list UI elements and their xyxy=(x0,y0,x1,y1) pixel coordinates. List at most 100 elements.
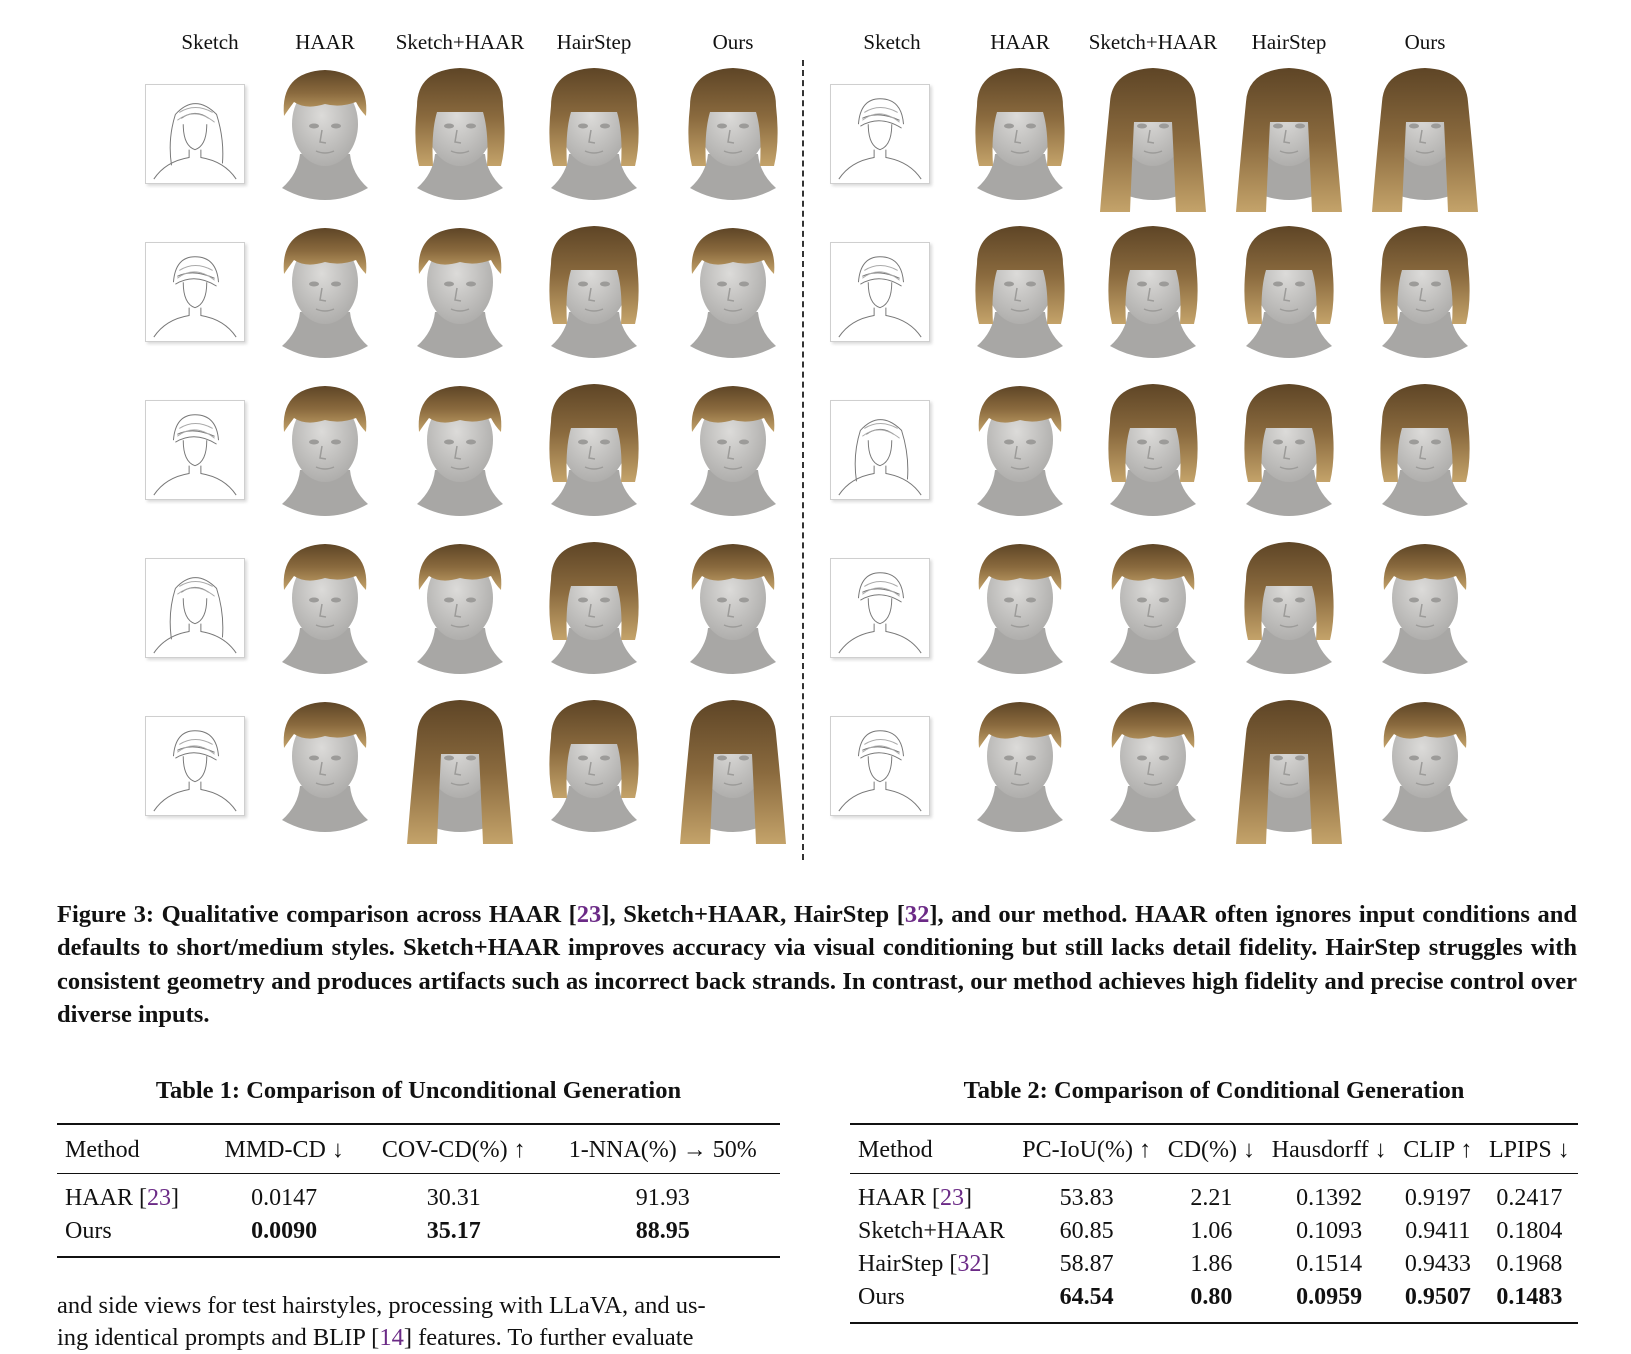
hair-render xyxy=(1224,220,1354,370)
hair-render xyxy=(1088,378,1218,528)
hair-render xyxy=(1224,378,1354,528)
hair-render xyxy=(1088,694,1218,844)
body-line-1: and side views for test hairstyles, proc… xyxy=(57,1292,706,1319)
table1-caption: Table 1: Comparison of Unconditional Gen… xyxy=(155,1077,682,1104)
hair-render xyxy=(1088,220,1218,370)
caption-text: ], Sketch+HAAR, HairStep [ xyxy=(601,901,905,928)
value-cell: 0.1093 xyxy=(1296,1218,1363,1244)
column-header-right-3: HairStep xyxy=(1251,30,1327,54)
value-cell: 0.0090 xyxy=(251,1218,318,1244)
hair-render xyxy=(1224,62,1354,212)
value-cell: 0.9197 xyxy=(1404,1185,1471,1211)
table-row: Ours 0.0090 35.17 88.95 xyxy=(57,1215,780,1257)
hair-render xyxy=(955,536,1085,686)
value-cell: 58.87 xyxy=(1059,1251,1114,1277)
hair-render xyxy=(955,220,1085,370)
value-cell: 30.31 xyxy=(426,1185,481,1211)
sketch-thumbnail xyxy=(830,242,930,342)
sketch-thumbnail xyxy=(145,400,245,500)
table-header: 1-NNA(%) → 50% xyxy=(568,1136,757,1163)
column-header-left-1: HAAR xyxy=(295,30,355,54)
table-header: PC-IoU(%) ↑ xyxy=(1022,1136,1151,1163)
value-cell: 88.95 xyxy=(635,1218,690,1244)
hair-render xyxy=(529,536,659,686)
value-cell: 1.86 xyxy=(1190,1251,1233,1277)
hair-render xyxy=(395,220,525,370)
table-row: HAAR [23] 0.0147 30.31 91.93 xyxy=(57,1174,780,1216)
caption-text: Qualitative comparison across HAAR [ xyxy=(153,901,577,928)
dashed-divider xyxy=(802,60,804,860)
value-cell: 0.1514 xyxy=(1296,1251,1363,1277)
column-header-left-3: HairStep xyxy=(556,30,632,54)
column-header-left-2: Sketch+HAAR xyxy=(395,30,525,54)
sketch-thumbnail xyxy=(145,84,245,184)
table-header: LPIPS ↓ xyxy=(1488,1136,1570,1163)
method-cell: Ours xyxy=(65,1218,112,1244)
value-cell: 60.85 xyxy=(1059,1218,1114,1244)
value-cell: 2.21 xyxy=(1190,1185,1233,1211)
value-cell: 64.54 xyxy=(1059,1284,1114,1310)
method-cell: HAAR [23] xyxy=(65,1185,179,1211)
citation-link[interactable]: 23 xyxy=(576,901,602,928)
hair-render xyxy=(395,62,525,212)
value-cell: 0.0147 xyxy=(251,1185,318,1211)
value-cell: 0.1804 xyxy=(1496,1218,1563,1244)
table-header: COV-CD(%) ↑ xyxy=(381,1136,526,1163)
hair-render xyxy=(668,62,798,212)
table-row: HAAR [23] 53.83 2.21 0.1392 0.9197 0.2417 xyxy=(850,1174,1578,1216)
citation-link[interactable]: 32 xyxy=(904,901,930,928)
sketch-thumbnail xyxy=(830,716,930,816)
value-cell: 0.9507 xyxy=(1404,1284,1471,1310)
citation-link[interactable]: 14 xyxy=(379,1324,404,1351)
method-cell: HAAR [23] xyxy=(858,1185,972,1211)
value-cell: 35.17 xyxy=(426,1218,481,1244)
figure-caption: Figure 3: Qualitative comparison across … xyxy=(57,898,1577,1032)
hair-render xyxy=(1088,62,1218,212)
citation-link[interactable]: 32 xyxy=(957,1251,982,1277)
table1: Method MMD-CD ↓ COV-CD(%) ↑ 1-NNA(%) → 50% … xyxy=(57,1123,780,1258)
method-cell: HairStep [32] xyxy=(858,1251,990,1277)
value-cell: 91.93 xyxy=(635,1185,690,1211)
sketch-thumbnail xyxy=(830,400,930,500)
table-header: CLIP ↑ xyxy=(1403,1136,1473,1163)
column-header-right-4: Ours xyxy=(1404,30,1446,54)
hair-render xyxy=(529,694,659,844)
citation-link[interactable]: 23 xyxy=(940,1185,964,1211)
hair-render xyxy=(1360,694,1490,844)
sketch-thumbnail xyxy=(145,716,245,816)
hair-render xyxy=(1360,62,1490,212)
hair-render xyxy=(260,378,390,528)
body-text: and side views for test hairstyles, proc… xyxy=(57,1290,782,1354)
hair-render xyxy=(529,62,659,212)
hair-render xyxy=(1360,378,1490,528)
hair-render xyxy=(668,378,798,528)
caption-text: ], and our method. HAAR often ignores in… xyxy=(57,901,1577,1029)
column-header-left-0: Sketch xyxy=(181,30,239,54)
value-cell: 0.9433 xyxy=(1404,1251,1471,1277)
table2: Method PC-IoU(%) ↑ CD(%) ↓ Hausdorff ↓ CLIP … xyxy=(850,1123,1578,1324)
value-cell: 0.1483 xyxy=(1496,1284,1563,1310)
hair-render xyxy=(395,536,525,686)
table-header: Method xyxy=(858,1136,933,1163)
hair-render xyxy=(395,378,525,528)
table2-caption: Table 2: Comparison of Conditional Gener… xyxy=(963,1077,1465,1104)
sketch-thumbnail xyxy=(145,558,245,658)
hair-render xyxy=(260,220,390,370)
value-cell: 0.0959 xyxy=(1296,1284,1363,1310)
column-header-right-1: HAAR xyxy=(990,30,1050,54)
hair-render xyxy=(395,694,525,844)
table-header: MMD-CD ↓ xyxy=(224,1136,344,1163)
hair-render xyxy=(1224,694,1354,844)
method-cell: Sketch+HAAR xyxy=(858,1218,1005,1244)
column-header-right-2: Sketch+HAAR xyxy=(1088,30,1218,54)
hair-render xyxy=(260,694,390,844)
column-header-left-4: Ours xyxy=(712,30,754,54)
sketch-thumbnail xyxy=(830,558,930,658)
body-line-2: ing identical prompts and BLIP [14] feat… xyxy=(57,1324,694,1351)
hair-render xyxy=(955,378,1085,528)
citation-link[interactable]: 23 xyxy=(147,1185,171,1211)
value-cell: 1.06 xyxy=(1190,1218,1233,1244)
value-cell: 0.1392 xyxy=(1296,1185,1363,1211)
figure-3: Sketch HAAR Sketch+HAAR HairStep Ours Sketch H… xyxy=(145,30,1490,860)
hair-render xyxy=(1088,536,1218,686)
